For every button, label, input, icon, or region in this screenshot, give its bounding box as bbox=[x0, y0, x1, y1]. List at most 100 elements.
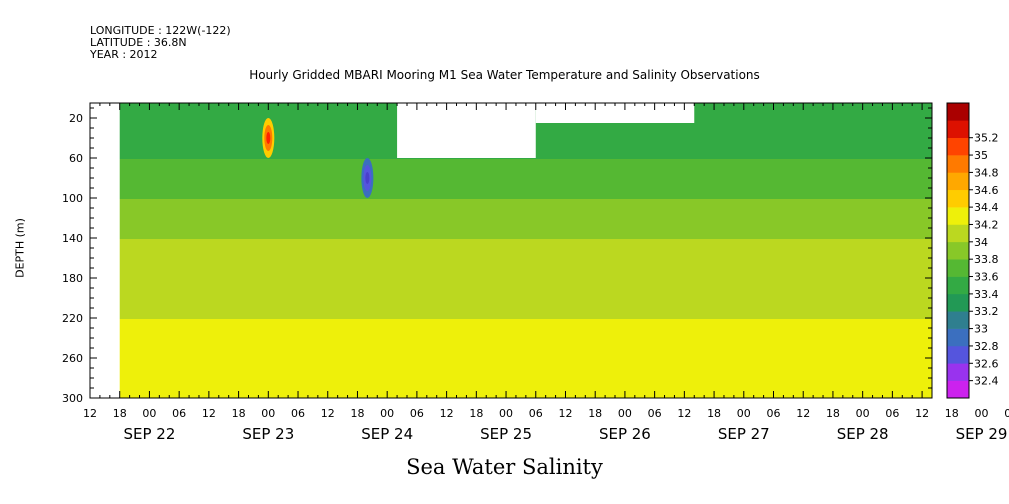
year-label: YEAR : 2012 bbox=[90, 48, 158, 61]
colorbar-label: 32.6 bbox=[974, 357, 999, 370]
x-date-label: SEP 26 bbox=[599, 425, 651, 443]
salinity-band bbox=[90, 171, 932, 176]
anomaly-core bbox=[266, 132, 271, 144]
salinity-band bbox=[90, 339, 932, 344]
colorbar-swatch bbox=[947, 155, 969, 173]
x-date-label: SEP 22 bbox=[123, 425, 175, 443]
longitude-label: LONGITUDE : 122W(-122) bbox=[90, 24, 231, 37]
x-date-label: SEP 25 bbox=[480, 425, 532, 443]
salinity-band bbox=[90, 263, 932, 268]
salinity-band bbox=[90, 387, 932, 392]
salinity-band bbox=[90, 303, 932, 308]
colorbar-swatch bbox=[947, 293, 969, 312]
salinity-band bbox=[90, 231, 932, 236]
salinity-band bbox=[90, 211, 932, 216]
salinity-band bbox=[90, 191, 932, 196]
salinity-band bbox=[90, 343, 932, 348]
missing-data-region bbox=[90, 103, 120, 398]
colorbar-label: 33 bbox=[974, 323, 988, 336]
x-hour-label: 06 bbox=[291, 407, 305, 420]
salinity-band bbox=[90, 279, 932, 284]
plot-frame bbox=[89, 102, 933, 399]
colorbar-label: 33.2 bbox=[974, 305, 999, 318]
salinity-band bbox=[90, 367, 932, 372]
y-tick-label: 260 bbox=[62, 352, 83, 365]
colorbar-swatch bbox=[947, 137, 969, 156]
x-hour-label: 12 bbox=[202, 407, 216, 420]
x-hour-label: 18 bbox=[707, 407, 721, 420]
y-tick-label: 20 bbox=[69, 112, 83, 125]
salinity-band bbox=[90, 247, 932, 252]
x-hour-label: 12 bbox=[558, 407, 572, 420]
colorbar-label: 34.2 bbox=[974, 218, 999, 231]
colorbar-swatch bbox=[947, 380, 969, 399]
y-tick-label: 300 bbox=[62, 392, 83, 405]
x-hour-label: 00 bbox=[856, 407, 870, 420]
salinity-band bbox=[90, 335, 932, 340]
x-hour-label: 12 bbox=[796, 407, 810, 420]
salinity-band bbox=[90, 215, 932, 220]
salinity-band bbox=[90, 227, 932, 232]
x-hour-label: 06 bbox=[767, 407, 781, 420]
anomaly-core bbox=[365, 172, 370, 184]
salinity-band bbox=[90, 275, 932, 280]
salinity-band bbox=[90, 207, 932, 212]
x-hour-label: 00 bbox=[499, 407, 513, 420]
x-date-label: SEP 27 bbox=[718, 425, 770, 443]
salinity-band bbox=[90, 311, 932, 316]
colorbar-label: 35.2 bbox=[974, 132, 999, 145]
salinity-band bbox=[90, 331, 932, 336]
colorbar: 32.4 32.6 32.8 33 33.2 33.4 33.6 33.8 34 34.2 34.4… bbox=[946, 102, 999, 399]
colorbar-swatch bbox=[947, 103, 969, 121]
x-hour-label: 06 bbox=[1004, 407, 1009, 420]
x-hour-label: 00 bbox=[142, 407, 156, 420]
colorbar-label: 34.8 bbox=[974, 166, 999, 179]
salinity-band bbox=[90, 383, 932, 388]
salinity-band bbox=[90, 395, 932, 398]
salinity-band bbox=[90, 371, 932, 376]
salinity-band bbox=[90, 283, 932, 288]
salinity-band bbox=[90, 175, 932, 180]
salinity-band bbox=[90, 363, 932, 368]
salinity-band bbox=[90, 159, 932, 164]
salinity-band bbox=[90, 163, 932, 168]
salinity-band bbox=[90, 239, 932, 244]
latitude-label: LATITUDE : 36.8N bbox=[90, 36, 187, 49]
salinity-band bbox=[90, 259, 932, 264]
salinity-band bbox=[90, 251, 932, 256]
salinity-band bbox=[90, 379, 932, 384]
salinity-band bbox=[90, 199, 932, 204]
x-date-label: SEP 24 bbox=[361, 425, 413, 443]
colorbar-frame bbox=[946, 102, 970, 399]
salinity-band bbox=[90, 347, 932, 352]
variable-title: Sea Water Salinity bbox=[406, 455, 603, 479]
colorbar-label: 33.8 bbox=[974, 253, 999, 266]
salinity-band bbox=[90, 291, 932, 296]
colorbar-label: 33.6 bbox=[974, 271, 999, 284]
x-date-label: SEP 29 bbox=[956, 425, 1008, 443]
colorbar-swatch bbox=[947, 345, 969, 364]
x-hour-label: 18 bbox=[588, 407, 602, 420]
y-tick-label: 100 bbox=[62, 192, 83, 205]
x-hour-label: 12 bbox=[677, 407, 691, 420]
colorbar-label: 32.8 bbox=[974, 340, 999, 353]
salinity-band bbox=[90, 187, 932, 192]
x-hour-label: 12 bbox=[440, 407, 454, 420]
salinity-band bbox=[90, 235, 932, 240]
colorbar-swatch bbox=[947, 207, 969, 225]
x-hour-label: 18 bbox=[350, 407, 364, 420]
x-hour-label: 00 bbox=[261, 407, 275, 420]
colorbar-swatch bbox=[947, 363, 969, 381]
salinity-band bbox=[90, 299, 932, 304]
salinity-band bbox=[90, 195, 932, 200]
y-tick-label: 140 bbox=[62, 232, 83, 245]
salinity-band bbox=[90, 307, 932, 312]
x-hour-label: 12 bbox=[915, 407, 929, 420]
salinity-band bbox=[90, 223, 932, 228]
x-hour-label: 06 bbox=[648, 407, 662, 420]
y-tick-label: 220 bbox=[62, 312, 83, 325]
x-hour-label: 06 bbox=[172, 407, 186, 420]
colorbar-swatch bbox=[947, 311, 969, 329]
colorbar-swatch bbox=[947, 328, 969, 347]
colorbar-label: 33.4 bbox=[974, 288, 999, 301]
